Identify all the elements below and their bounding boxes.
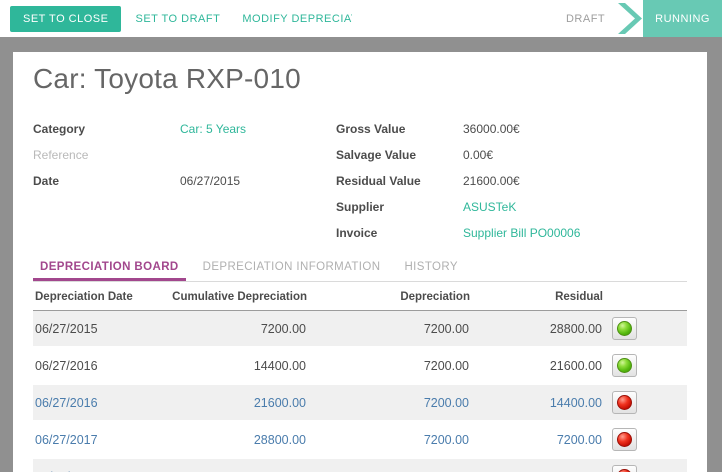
cell-date: 06/27/2015 [35,321,98,336]
tab-depreciation-information[interactable]: DEPRECIATION INFORMATION [196,261,388,281]
gross-value-label: Gross Value [336,122,406,136]
date-value: 06/27/2015 [180,174,241,188]
set-to-draft-button[interactable]: SET TO DRAFT [135,12,221,25]
field-residual-value: Residual Value 21600.00€ [336,168,687,194]
unposted-led-button[interactable] [612,391,637,414]
cell-cumulative: 7200.00 [260,321,306,336]
salvage-value-label: Salvage Value [336,148,417,162]
depreciation-table: Depreciation Date Cumulative Depreciatio… [33,285,687,472]
cell-status [603,384,687,421]
red-led-icon [617,395,632,410]
action-toolbar: SET TO CLOSE SET TO DRAFT MODIFY DEPRECI… [0,0,722,37]
residual-value: 21600.00€ [463,174,520,188]
green-led-icon [617,321,632,336]
table-row[interactable]: 06/27/2017 28800.00 7200.00 7200.00 [33,421,687,458]
field-supplier: Supplier ASUSTeK [336,194,687,220]
unposted-led-button[interactable] [612,465,637,472]
col-residual: Residual [470,285,603,311]
status-arrow-icon [615,0,643,37]
cell-status [603,458,687,472]
cell-cumulative: 14400.00 [253,358,306,373]
col-status [603,285,687,311]
depreciation-table-body: 06/27/2015 7200.00 7200.00 28800.00 06/27/20… [33,310,687,472]
cell-depreciation: 7200.00 [423,432,469,447]
cell-status [603,311,687,348]
form-sheet: Car: Toyota RXP-010 Category Car: 5 Year… [13,52,707,472]
cell-residual: 7200.00 [556,432,602,447]
table-row[interactable]: 06/27/2016 14400.00 7200.00 21600.00 [33,347,687,384]
supplier-label: Supplier [336,200,385,214]
set-to-close-button[interactable]: SET TO CLOSE [10,5,122,32]
cell-residual: 14400.00 [549,395,602,410]
cell-depreciation: 7200.00 [307,458,470,472]
field-salvage-value: Salvage Value 0.00€ [336,142,687,168]
status-bar: DRAFT RUNNING [556,0,722,37]
red-led-icon [617,432,632,447]
cell-depreciation: 7200.00 [423,358,469,373]
gross-value: 36000.00€ [463,122,520,136]
table-row[interactable]: 06/27/2015 7200.00 7200.00 28800.00 [33,310,687,348]
category-value-link[interactable]: Car: 5 Years [180,122,247,136]
tab-depreciation-board[interactable]: DEPRECIATION BOARD [33,261,186,281]
col-cumulative-depreciation: Cumulative Depreciation [163,285,307,311]
cell-depreciation: 7200.00 [423,395,469,410]
cell-date: 06/27/2018 [33,458,163,472]
cell-residual: 28800.00 [549,321,602,336]
field-date: Date 06/27/2015 [33,168,336,194]
table-row[interactable]: 06/27/2016 21600.00 7200.00 14400.00 [33,384,687,421]
col-depreciation-date: Depreciation Date [33,285,163,311]
cell-cumulative: 28800.00 [253,432,306,447]
cell-date: 06/27/2016 [35,358,98,373]
field-group-right: Gross Value 36000.00€ Salvage Value 0.00… [336,116,687,246]
invoice-value-link[interactable]: Supplier Bill PO00006 [463,226,581,240]
reference-label: Reference [33,148,89,162]
col-depreciation: Depreciation [307,285,470,311]
modify-depreciation-button[interactable]: MODIFY DEPRECIATION [242,12,352,25]
field-group-left: Category Car: 5 Years Reference Date 06/… [33,116,336,246]
date-label: Date [33,174,60,188]
field-reference: Reference [33,142,336,168]
residual-value-label: Residual Value [336,174,421,188]
field-gross-value: Gross Value 36000.00€ [336,116,687,142]
field-invoice: Invoice Supplier Bill PO00006 [336,220,687,246]
green-led-icon [617,358,632,373]
cell-depreciation: 7200.00 [423,321,469,336]
cell-residual: 0.00 [470,458,603,472]
supplier-value-link[interactable]: ASUSTeK [463,200,517,214]
field-category: Category Car: 5 Years [33,116,336,142]
cell-date: 06/27/2017 [35,432,98,447]
invoice-label: Invoice [336,226,378,240]
posted-led-button[interactable] [612,317,637,340]
tab-history[interactable]: HISTORY [397,261,465,281]
cell-status [603,421,687,458]
page-title: Car: Toyota RXP-010 [33,63,301,94]
field-groups: Category Car: 5 Years Reference Date 06/… [33,116,687,246]
notebook-tabs: DEPRECIATION BOARD DEPRECIATION INFORMAT… [33,261,687,282]
status-step-draft[interactable]: DRAFT [565,12,606,25]
status-step-running[interactable]: RUNNING [643,0,722,37]
cell-residual: 21600.00 [549,358,602,373]
cell-cumulative: 21600.00 [253,395,306,410]
category-label: Category [33,122,86,136]
posted-led-button[interactable] [612,354,637,377]
unposted-led-button[interactable] [612,428,637,451]
salvage-value: 0.00€ [463,148,494,162]
cell-status [603,347,687,384]
cell-date: 06/27/2016 [35,395,98,410]
cell-cumulative: 36000.00 [163,458,307,472]
table-header-row: Depreciation Date Cumulative Depreciatio… [33,285,687,311]
